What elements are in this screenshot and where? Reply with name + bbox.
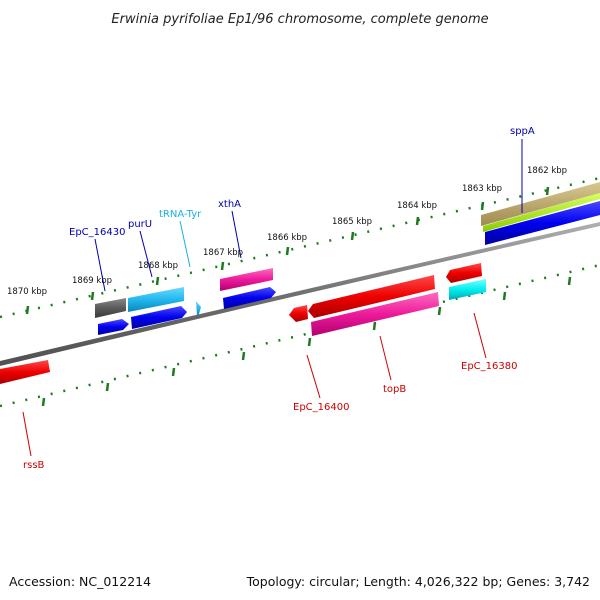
tick-label-1862: 1862 kbp: [527, 166, 567, 176]
gene-label-sppA[interactable]: sppA: [510, 126, 535, 137]
gene-feature-EpC_16430-gray[interactable]: [95, 298, 126, 318]
gene-label-trna-tyr[interactable]: tRNA-Tyr: [159, 209, 202, 220]
map-title: Erwinia pyrifoliae Ep1/96 chromosome, co…: [111, 12, 488, 27]
tick-label-1865: 1865 kbp: [332, 217, 372, 227]
gene-feature-xthA[interactable]: [223, 287, 276, 309]
gene-feature-topB[interactable]: [311, 292, 439, 336]
gene-label-xthA[interactable]: xthA: [218, 199, 241, 210]
gene-feature-purU-sky[interactable]: [128, 287, 184, 312]
topology-text: Topology: circular; Length: 4,026,322 bp…: [246, 574, 590, 589]
tick-label-1864: 1864 kbp: [397, 201, 437, 211]
gene-feature-purU[interactable]: [131, 306, 187, 329]
gene-label-topB[interactable]: topB: [383, 384, 406, 395]
forward-tick-track: [0, 176, 600, 319]
reverse-major-ticks: [41, 276, 572, 407]
gene-feature-sppA-tan[interactable]: [481, 182, 600, 226]
tick-label-1870: 1870 kbp: [7, 287, 47, 297]
gene-label-rssB[interactable]: rssB: [23, 460, 45, 471]
forward-leader-lines: [94, 139, 523, 292]
trna-tyr-leader-line: [179, 220, 191, 268]
reverse-tick-track: [0, 263, 600, 408]
genome-backbone: [0, 222, 600, 366]
reverse-leader-lines: [22, 312, 487, 457]
tick-label-1863: 1863 kbp: [462, 184, 502, 194]
gene-feature-EpC_16430[interactable]: [98, 319, 129, 335]
gene-feature-EpC_16380-red[interactable]: [446, 263, 482, 283]
gene-feature-EpC_16400[interactable]: [289, 305, 308, 322]
gene-feature-sppA-lime[interactable]: [483, 193, 600, 232]
gene-label-EpC_16400[interactable]: EpC_16400: [293, 402, 349, 413]
gene-feature-sppA[interactable]: [485, 201, 600, 245]
gene-label-EpC_16380[interactable]: EpC_16380: [461, 361, 517, 372]
gene-feature-topB-red[interactable]: [308, 275, 435, 318]
gene-feature-EpC_16380[interactable]: [449, 279, 486, 300]
gene-label-EpC_16430[interactable]: EpC_16430: [69, 227, 125, 238]
tick-label-1868: 1868 kbp: [138, 261, 178, 271]
gene-label-purU[interactable]: purU: [128, 219, 152, 230]
tick-label-1867: 1867 kbp: [203, 248, 243, 258]
gene-feature-rssB[interactable]: [0, 360, 50, 384]
tick-label-1866: 1866 kbp: [267, 233, 307, 243]
gene-feature-trna-tyr[interactable]: [196, 301, 201, 316]
gene-feature-xthA-pink[interactable]: [220, 268, 273, 291]
forward-major-ticks: [25, 186, 550, 315]
accession-text: Accession: NC_012214: [9, 574, 151, 589]
tick-label-1869: 1869 kbp: [72, 276, 112, 286]
